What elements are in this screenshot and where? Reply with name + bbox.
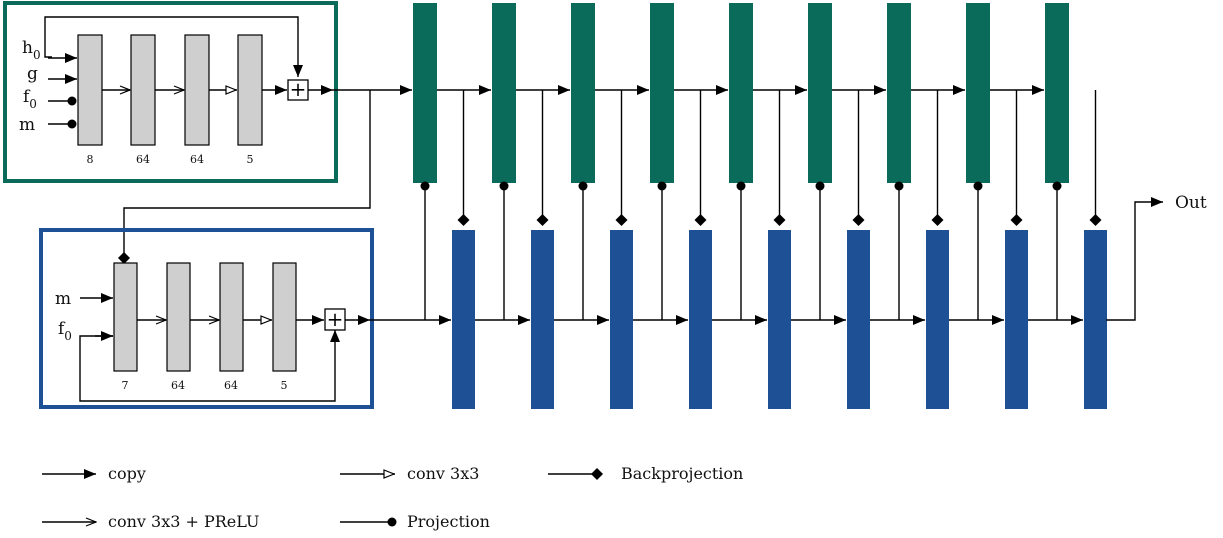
blue-block-9 (1084, 230, 1107, 409)
projection-dot-3 (578, 181, 588, 191)
output-label: Out (1175, 193, 1207, 213)
bottom-layer-2 (166, 262, 191, 372)
input-label-h0: h0 (22, 38, 41, 62)
top-layer-2 (130, 34, 156, 146)
blue-block-4 (689, 230, 712, 409)
backprojection-diamond-5 (773, 214, 786, 226)
blue-block-1 (452, 230, 475, 409)
top-channel-4: 5 (247, 153, 254, 166)
legend-projection-label: Projection (407, 512, 490, 531)
bottom-layer-1 (113, 262, 138, 372)
blue-block-5 (768, 230, 791, 409)
input-label-f0: f0 (23, 87, 37, 111)
green-block-7 (887, 3, 911, 183)
green-block-5 (729, 3, 753, 183)
backprojection-diamond-3 (615, 214, 628, 226)
top-layer-3 (184, 34, 210, 146)
blue-block-7 (926, 230, 949, 409)
top-to-bottom-link (118, 90, 371, 264)
bottom-module: m f0 + 7 64 64 5 (39, 228, 374, 409)
green-block-8 (966, 3, 990, 183)
bottom-input-label-m: m (55, 289, 71, 309)
top-channel-2: 64 (136, 153, 150, 166)
projection-dot-1 (420, 181, 430, 191)
bottom-module-frame (39, 228, 374, 409)
bottom-channel-2: 64 (171, 379, 185, 392)
green-block-1 (413, 3, 437, 183)
projection-dot-2 (499, 181, 509, 191)
top-layer-4 (237, 34, 263, 146)
projection-dot-9 (1052, 181, 1062, 191)
bottom-layer-3 (219, 262, 244, 372)
backprojection-diamond-8 (1010, 214, 1023, 226)
green-block-4 (650, 3, 674, 183)
bottom-channel-1: 7 (122, 379, 129, 392)
projection-dot-6 (815, 181, 825, 191)
bottom-input-label-f0: f0 (58, 319, 72, 343)
top-layer-1 (77, 34, 103, 146)
top-channel-1: 8 (87, 153, 94, 166)
blue-block-8 (1005, 230, 1028, 409)
top-module-frame (3, 1, 338, 183)
green-block-3 (571, 3, 595, 183)
green-block-9 (1045, 3, 1069, 183)
backprojection-diamond-7 (931, 214, 944, 226)
green-block-6 (808, 3, 832, 183)
backprojection-diamond-6 (852, 214, 865, 226)
bottom-sum-symbol: + (327, 307, 344, 331)
backprojection-diamond-1 (457, 214, 470, 226)
input-label-g: g (27, 64, 38, 84)
backprojection-diamond-9 (1089, 214, 1102, 226)
top-module: h0 g f0 m + 8 64 64 5 (3, 1, 338, 183)
bottom-channel-4: 5 (281, 379, 288, 392)
input-label-m: m (19, 115, 35, 135)
projection-dot-5 (736, 181, 746, 191)
backprojection-diamond-2 (536, 214, 549, 226)
legend-copy-label: copy (108, 464, 146, 483)
blue-block-3 (610, 230, 633, 409)
legend-conv-label: conv 3x3 (407, 464, 479, 483)
green-block-2 (492, 3, 516, 183)
projection-dot-7 (894, 181, 904, 191)
stages (333, 3, 1107, 409)
legend-backprojection-label: Backprojection (621, 464, 743, 483)
top-sum-symbol: + (290, 77, 307, 101)
bottom-channel-3: 64 (224, 379, 238, 392)
top-skip-connection (44, 16, 303, 77)
legend-conv-prelu-label: conv 3x3 + PReLU (108, 512, 260, 531)
bottom-layer-4 (272, 262, 297, 372)
blue-block-6 (847, 230, 870, 409)
output-arrow (1106, 197, 1163, 321)
legend-backprojection-icon (591, 468, 603, 480)
backprojection-diamond-4 (694, 214, 707, 226)
projection-dot-4 (657, 181, 667, 191)
projection-dot-8 (973, 181, 983, 191)
legend: copy conv 3x3 Backprojection conv 3x3 + … (42, 464, 743, 531)
legend-projection-icon (387, 517, 397, 527)
bottom-skip-connection (79, 330, 340, 402)
blue-block-2 (531, 230, 554, 409)
top-channel-3: 64 (190, 153, 204, 166)
